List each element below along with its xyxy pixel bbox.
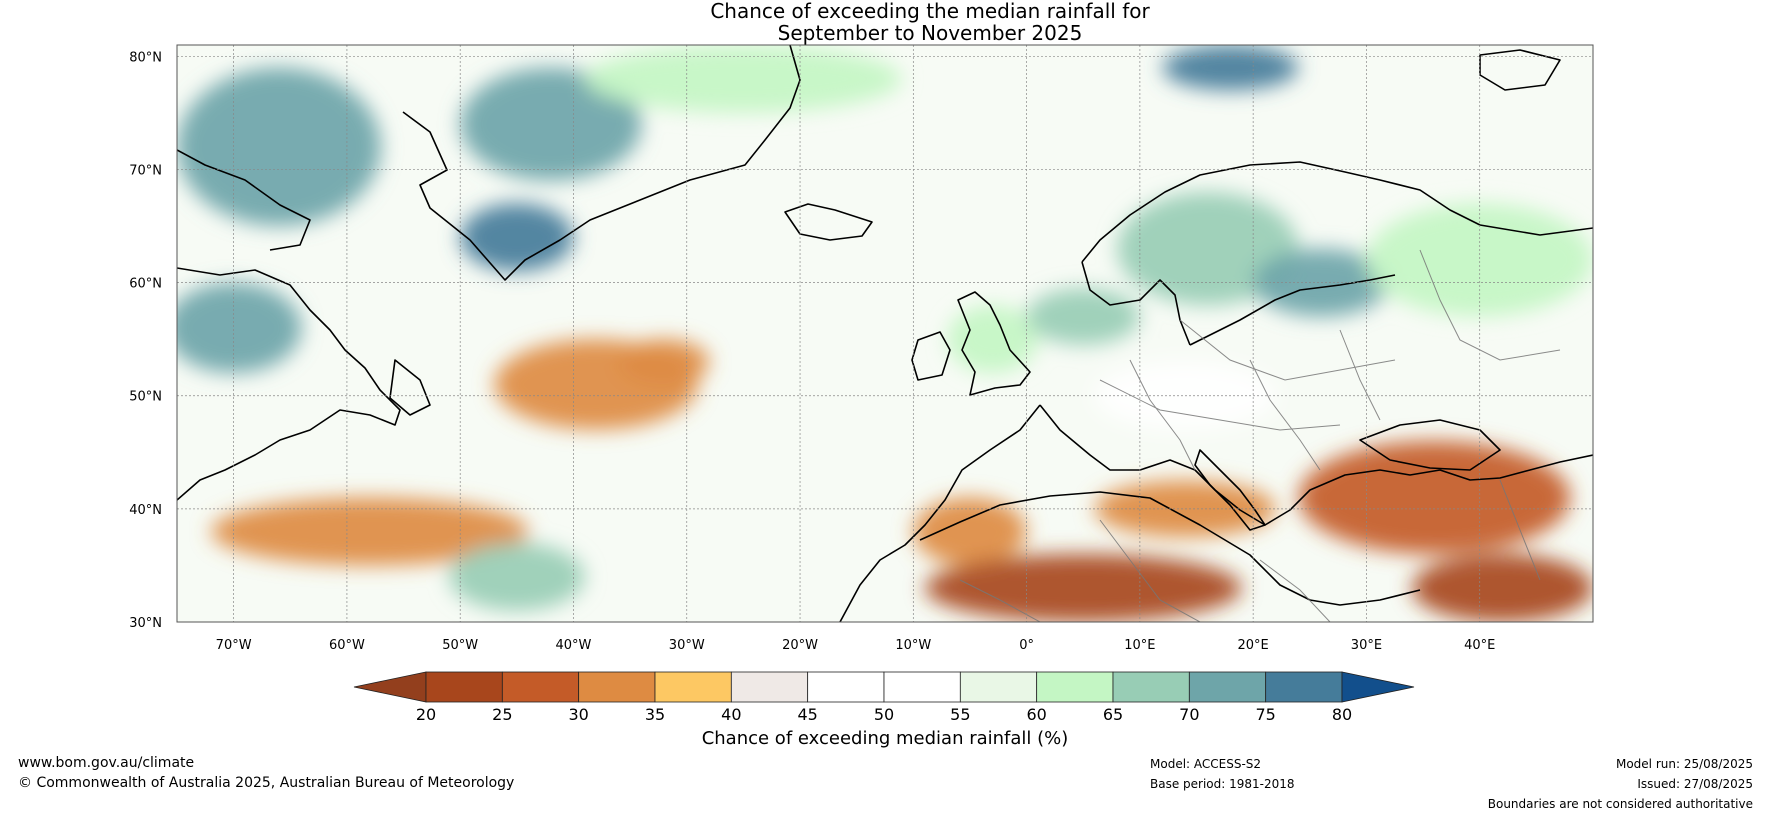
lon-tick-label: 30°E xyxy=(1351,638,1382,653)
lat-tick-label: 80°N xyxy=(129,50,162,65)
colorbar-tick-label: 80 xyxy=(1332,705,1352,724)
map-title-line-1: Chance of exceeding the median rainfall … xyxy=(710,0,1150,23)
lon-tick-label: 10°E xyxy=(1124,638,1155,653)
colorbar-tick-label: 65 xyxy=(1103,705,1123,724)
footer-issued: Issued: 27/08/2025 xyxy=(1637,777,1753,791)
colorbar-segment xyxy=(501,671,580,703)
region-western-atlantic xyxy=(210,497,529,566)
lat-tick-label: 70°N xyxy=(129,163,162,178)
colorbar-segment xyxy=(578,671,656,703)
lon-tick-label: 40°E xyxy=(1464,638,1495,653)
colorbar-tick-label: 40 xyxy=(721,705,741,724)
region-black-sea-turkey xyxy=(1298,440,1571,555)
colorbar-tick-labels: 20 25 30 35 40 45 50 55 60 65 70 75 80 xyxy=(416,705,1352,724)
colorbar-tick-label: 75 xyxy=(1255,705,1275,724)
labrador-coastline xyxy=(177,267,401,501)
region-central-greenland xyxy=(460,67,642,181)
colorbar-tick-label: 25 xyxy=(492,705,512,724)
region-north-africa xyxy=(924,554,1242,622)
lon-tick-label: 60°W xyxy=(329,638,365,653)
colorbar-label: Chance of exceeding median rainfall (%) xyxy=(702,728,1069,749)
region-arctic-north xyxy=(584,45,902,113)
lon-tick-label: 20°W xyxy=(782,638,818,653)
colorbar-over-triangle xyxy=(1341,671,1415,703)
colorbar xyxy=(353,671,1415,703)
region-mid-atlantic xyxy=(618,339,710,385)
great-britain-coastline xyxy=(957,291,1031,396)
footer-disclaimer: Boundaries are not considered authoritat… xyxy=(1487,797,1753,811)
lat-tick-label: 60°N xyxy=(129,277,162,292)
region-north-sea xyxy=(1026,288,1140,345)
region-western-russia xyxy=(1366,203,1593,317)
coastlines xyxy=(177,45,1593,622)
longitude-tick-labels: 70°W 60°W 50°W 40°W 30°W 20°W 10°W 0° 10°E 20°E 30… xyxy=(216,638,1496,653)
black-sea-coastline xyxy=(1359,419,1501,471)
colorbar-segment xyxy=(1112,671,1190,703)
map-plot-area xyxy=(177,45,1593,622)
colorbar-segment xyxy=(425,671,503,703)
colorbar-segment xyxy=(1188,671,1267,703)
region-southern-greenland xyxy=(460,203,574,272)
europe-atlantic-coastline xyxy=(839,404,1041,622)
lat-tick-label: 30°N xyxy=(129,616,162,631)
colorbar-tick-label: 45 xyxy=(797,705,817,724)
region-iberia-morocco xyxy=(913,497,1027,566)
lon-tick-label: 30°W xyxy=(669,638,705,653)
region-svalbard xyxy=(1162,45,1299,91)
north-africa-coastline xyxy=(919,491,1421,606)
region-western-greenland-baffin xyxy=(177,67,381,227)
footer-url: www.bom.gov.au/climate xyxy=(18,755,195,771)
lon-tick-label: 40°W xyxy=(556,638,592,653)
footer-copyright: © Commonwealth of Australia 2025, Austra… xyxy=(18,775,515,791)
lat-tick-label: 50°N xyxy=(129,390,162,405)
latitude-tick-labels: 30°N 40°N 50°N 60°N 70°N 80°N xyxy=(129,50,162,631)
lon-tick-label: 70°W xyxy=(216,638,252,653)
region-british-isles xyxy=(947,305,1038,374)
lat-tick-label: 40°N xyxy=(129,503,162,518)
region-subtropical-atlantic xyxy=(448,542,585,611)
lon-tick-label: 0° xyxy=(1019,638,1034,653)
colorbar-segment xyxy=(1036,671,1114,703)
colorbar-segment xyxy=(959,671,1038,703)
norway-south-coastline xyxy=(1081,261,1191,346)
colorbar-tick-label: 70 xyxy=(1179,705,1199,724)
country-borders xyxy=(959,249,1561,622)
colorbar-tick-label: 60 xyxy=(1026,705,1046,724)
iceland-coastline xyxy=(784,203,873,241)
footer-base-period: Base period: 1981-2018 xyxy=(1150,777,1295,791)
mediterranean-north-coastline xyxy=(1039,404,1593,526)
region-scandinavia xyxy=(1117,192,1299,306)
colorbar-tick-label: 30 xyxy=(568,705,588,724)
map-title-line-2: September to November 2025 xyxy=(777,21,1083,45)
colorbar-under-triangle xyxy=(353,671,427,703)
graticule xyxy=(177,45,1593,622)
newfoundland-coastline xyxy=(389,359,431,416)
lon-tick-label: 10°W xyxy=(895,638,931,653)
lon-tick-label: 50°W xyxy=(442,638,478,653)
region-middle-east xyxy=(1411,554,1593,622)
colorbar-segment xyxy=(1265,671,1343,703)
colorbar-segment xyxy=(883,671,961,703)
map-frame xyxy=(176,44,1594,623)
scandinavia-coastline xyxy=(1081,161,1593,263)
colorbar-tick-label: 35 xyxy=(645,705,665,724)
colorbar-tick-label: 55 xyxy=(950,705,970,724)
colorbar-tick-label: 50 xyxy=(874,705,894,724)
baffin-coastline xyxy=(177,149,311,251)
colorbar-segment xyxy=(654,671,732,703)
baltic-coastline xyxy=(1189,274,1396,346)
lon-tick-label: 20°E xyxy=(1238,638,1269,653)
colorbar-segment xyxy=(730,671,809,703)
region-labrador xyxy=(177,282,302,374)
footer-model-run: Model run: 25/08/2025 xyxy=(1615,757,1753,771)
footer-model: Model: ACCESS-S2 xyxy=(1150,757,1262,771)
colorbar-tick-label: 20 xyxy=(416,705,436,724)
italy-coastline xyxy=(1194,449,1266,531)
ireland-coastline xyxy=(911,331,951,381)
colorbar-segment xyxy=(807,671,885,703)
greenland-coastline xyxy=(402,45,801,281)
